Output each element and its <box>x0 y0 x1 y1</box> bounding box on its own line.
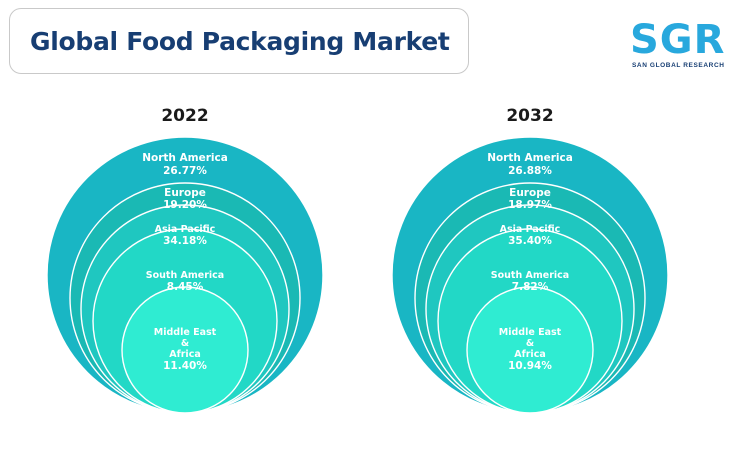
segment-name-north-america: North America <box>142 152 228 164</box>
logo-mark: SGR <box>630 20 725 60</box>
segment-name-south-america: South America <box>491 270 569 281</box>
segment-value-europe: 18.97% <box>508 199 552 211</box>
ring-middle-east-africa <box>466 286 594 414</box>
segment-name-asia-pacific: Asia Pacific <box>155 224 216 235</box>
year-label-2022: 2022 <box>161 106 208 126</box>
year-label-2032: 2032 <box>506 106 553 126</box>
segment-value-north-america: 26.88% <box>508 165 552 177</box>
segment-value-middle-east-africa: 10.94% <box>508 360 552 372</box>
chart-title: Global Food Packaging Market <box>30 26 450 56</box>
segment-value-europe: 19.20% <box>163 199 207 211</box>
segment-name-middle-east-africa-line-1: Middle East <box>154 327 217 338</box>
segment-name-middle-east-africa-line-3: Africa <box>514 349 545 360</box>
segment-name-middle-east-africa-line-1: Middle East <box>499 327 562 338</box>
segment-value-asia-pacific: 35.40% <box>508 235 552 247</box>
segment-value-asia-pacific: 34.18% <box>163 235 207 247</box>
segment-name-asia-pacific: Asia Pacific <box>500 224 561 235</box>
segment-name-middle-east-africa-line-2: & <box>526 338 534 349</box>
segment-name-middle-east-africa-line-2: & <box>181 338 189 349</box>
segment-name-south-america: South America <box>146 270 224 281</box>
segment-name-middle-east-africa-line-3: Africa <box>169 349 200 360</box>
segment-value-middle-east-africa: 11.40% <box>163 360 207 372</box>
segment-name-europe: Europe <box>509 187 551 199</box>
ring-middle-east-africa <box>121 286 249 414</box>
segment-value-south-america: 8.45% <box>167 281 204 293</box>
sgr-logo: SGR SAN GLOBAL RESEARCH <box>628 20 728 76</box>
chart-title-box: Global Food Packaging Market <box>9 8 469 74</box>
logo-subtitle: SAN GLOBAL RESEARCH <box>632 62 725 69</box>
segment-value-north-america: 26.77% <box>163 165 207 177</box>
segment-value-south-america: 7.82% <box>512 281 549 293</box>
segment-name-europe: Europe <box>164 187 206 199</box>
segment-name-north-america: North America <box>487 152 573 164</box>
logo-mark-text: SGR <box>630 17 726 63</box>
